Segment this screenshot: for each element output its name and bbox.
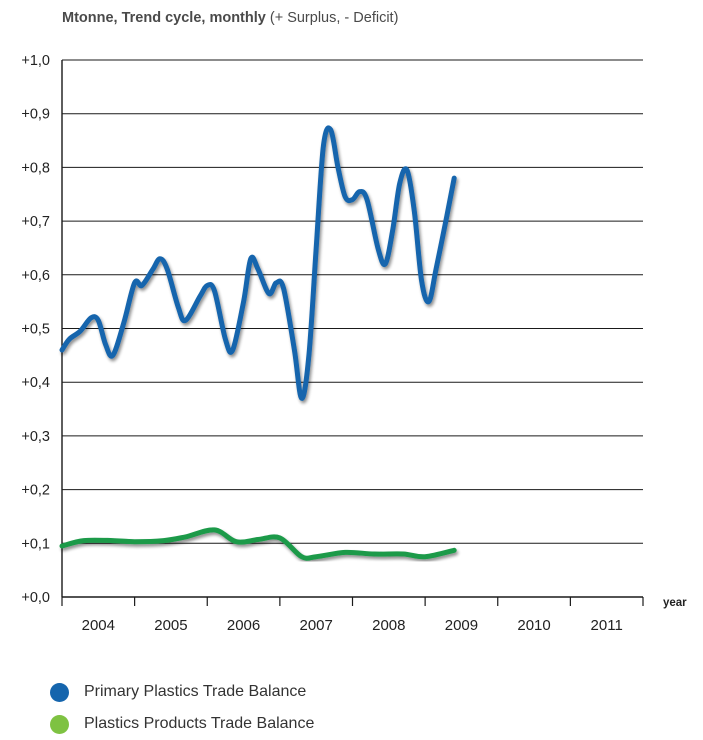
y-tick-label: +0,2 <box>21 483 50 499</box>
legend-dot-icon <box>50 714 69 734</box>
chart-title-normal: (+ Surplus, - Deficit) <box>269 10 399 26</box>
line-chart: +0,0 +0,1 +0,2 +0,3 +0,4 +0,5 +0,6 +0,7 +0,8 +0,9… <box>21 53 687 634</box>
x-tick-label: 2006 <box>227 617 260 634</box>
legend-dot-icon <box>50 682 69 702</box>
y-tick-label: +0,1 <box>21 536 50 552</box>
y-tick-label: +1,0 <box>21 53 50 69</box>
x-tick-label: 2005 <box>154 617 187 634</box>
grid-lines <box>62 59 643 598</box>
x-tick-label: 2004 <box>82 617 115 634</box>
y-tick-label: +0,3 <box>21 429 50 445</box>
y-tick-label: +0,6 <box>21 268 50 284</box>
y-tick-label: +0,0 <box>21 590 50 606</box>
legend-label: Primary Plastics Trade Balance <box>84 683 307 700</box>
x-tick-label: 2007 <box>300 617 333 634</box>
y-tick-label: +0,5 <box>21 322 50 338</box>
chart-title: Mtonne, Trend cycle, monthly (+ Surplus,… <box>62 10 398 26</box>
series-line-primary-plastics <box>59 125 457 401</box>
x-tick-label: 2011 <box>591 617 623 634</box>
x-axis-label: year <box>663 597 687 609</box>
series-lines <box>59 125 457 561</box>
axes: +0,0 +0,1 +0,2 +0,3 +0,4 +0,5 +0,6 +0,7 +0,8 +0,9… <box>21 53 644 634</box>
chart-title-bold: Mtonne, Trend cycle, monthly <box>62 10 266 26</box>
x-tick-label: 2008 <box>372 617 405 634</box>
legend-item-products: Plastics Products Trade Balance <box>50 708 314 740</box>
legend-item-primary: Primary Plastics Trade Balance <box>50 676 314 708</box>
y-tick-label: +0,9 <box>21 107 50 123</box>
series-line-plastics-products <box>59 527 457 561</box>
legend: Primary Plastics Trade Balance Plastics … <box>50 676 314 740</box>
x-tick-label: 2010 <box>517 617 550 634</box>
y-tick-label: +0,4 <box>21 375 50 391</box>
x-tick-label: 2009 <box>445 617 478 634</box>
legend-label: Plastics Products Trade Balance <box>84 715 315 732</box>
y-tick-label: +0,7 <box>21 214 50 230</box>
y-tick-label: +0,8 <box>21 160 50 176</box>
